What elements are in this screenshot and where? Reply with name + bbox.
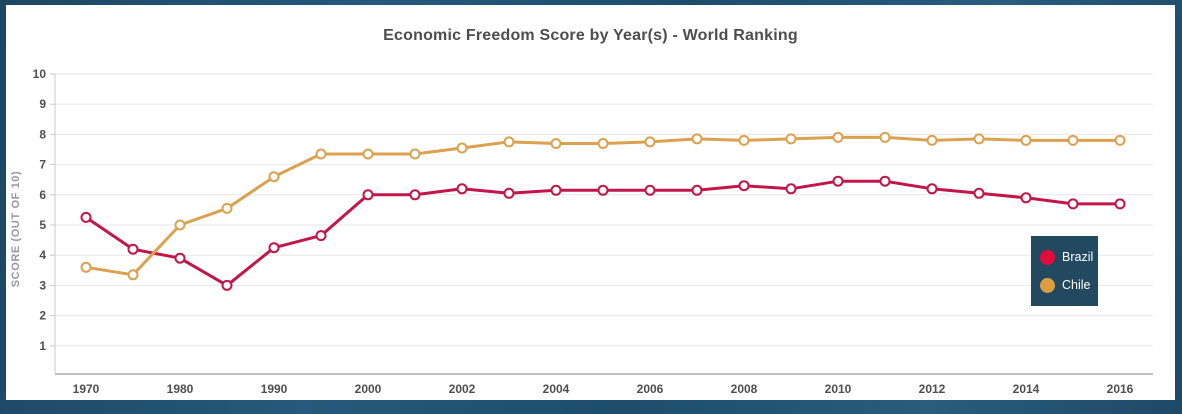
data-point-chile-1985[interactable] <box>221 202 233 214</box>
data-point-brazil-2007[interactable] <box>691 184 703 196</box>
data-point-chile-1970[interactable] <box>80 261 92 273</box>
data-point-chile-2016[interactable] <box>1114 134 1126 146</box>
y-tick-label: 2 <box>39 309 46 323</box>
x-tick-label: 2004 <box>543 382 570 396</box>
legend-dot-brazil <box>1040 249 1055 265</box>
data-point-chile-2002[interactable] <box>456 142 468 154</box>
data-point-chile-2008[interactable] <box>738 134 750 146</box>
data-point-chile-2004[interactable] <box>550 138 562 149</box>
chart-legend: Brazil Chile <box>1031 236 1098 306</box>
x-tick-label: 2000 <box>355 382 382 396</box>
data-point-brazil-1990[interactable] <box>268 242 280 254</box>
y-tick-label: 5 <box>39 218 46 232</box>
line-chart-canvas: 1 2 3 4 5 6 7 8 9 10 1970 1980 1990 2000 2002 2004 2006 2… <box>10 67 1153 396</box>
data-point-brazil-1970[interactable] <box>80 211 92 223</box>
data-point-brazil-2000[interactable] <box>362 189 374 201</box>
y-axis-title: SCORE (OUT OF 10) <box>10 171 22 288</box>
data-point-brazil-1995[interactable] <box>315 230 327 242</box>
y-tick-label: 10 <box>33 67 47 81</box>
data-point-chile-1980[interactable] <box>174 219 186 231</box>
y-tick-label: 3 <box>39 278 46 292</box>
series-line-chile <box>84 135 1122 277</box>
data-point-brazil-2010[interactable] <box>832 175 844 187</box>
data-point-brazil-1985[interactable] <box>221 279 233 291</box>
data-point-chile-2012[interactable] <box>926 134 938 146</box>
data-point-chile-1990[interactable] <box>268 171 280 183</box>
data-point-brazil-2016[interactable] <box>1114 198 1126 210</box>
y-tick-label: 7 <box>39 158 46 172</box>
data-point-chile-2005[interactable] <box>597 138 609 149</box>
data-point-chile-2001[interactable] <box>409 148 421 160</box>
data-point-brazil-2004[interactable] <box>550 184 562 196</box>
y-tick-label: 1 <box>39 339 46 353</box>
data-point-brazil-2002[interactable] <box>456 183 468 195</box>
x-tick-label: 2016 <box>1107 382 1134 396</box>
legend-label: Chile <box>1062 277 1091 292</box>
data-point-brazil-2001[interactable] <box>409 189 421 201</box>
data-point-brazil-2013[interactable] <box>973 187 985 199</box>
data-point-brazil-2015[interactable] <box>1067 198 1079 210</box>
y-tick-label: 6 <box>39 188 46 202</box>
y-tick-label: 8 <box>39 127 46 141</box>
data-point-chile-2003[interactable] <box>503 136 515 148</box>
legend-item-chile[interactable]: Chile <box>1040 277 1098 293</box>
x-tick-label: 1990 <box>261 382 288 396</box>
data-point-brazil-2011[interactable] <box>879 175 891 187</box>
data-point-chile-2015[interactable] <box>1067 134 1079 146</box>
data-point-brazil-2003[interactable] <box>503 187 515 199</box>
y-tick-label: 9 <box>39 97 46 111</box>
data-point-brazil-2006[interactable] <box>644 184 656 196</box>
data-point-brazil-1975[interactable] <box>127 243 139 255</box>
legend-dot-chile <box>1040 277 1055 293</box>
data-point-chile-1995[interactable] <box>315 148 327 160</box>
x-tick-label: 2012 <box>919 382 946 396</box>
data-point-chile-2013[interactable] <box>973 133 985 145</box>
data-point-chile-2014[interactable] <box>1020 134 1032 146</box>
data-point-brazil-2005[interactable] <box>597 184 609 196</box>
data-point-brazil-2008[interactable] <box>738 180 750 192</box>
x-tick-label: 2006 <box>637 382 664 396</box>
data-point-chile-2009[interactable] <box>785 133 797 145</box>
data-point-chile-2000[interactable] <box>362 148 374 160</box>
x-tick-label: 2008 <box>731 382 758 396</box>
data-point-brazil-2009[interactable] <box>785 183 797 195</box>
data-point-brazil-2014[interactable] <box>1020 192 1032 204</box>
data-point-chile-2007[interactable] <box>691 133 703 145</box>
data-point-chile-1975[interactable] <box>127 269 139 281</box>
chart-title: Economic Freedom Score by Year(s) - Worl… <box>383 27 798 44</box>
x-tick-label: 1970 <box>73 382 100 396</box>
data-point-chile-2011[interactable] <box>879 131 891 143</box>
legend-item-brazil[interactable]: Brazil <box>1040 249 1098 265</box>
data-point-brazil-1980[interactable] <box>174 252 186 264</box>
x-tick-label: 2002 <box>449 382 476 396</box>
x-tick-label: 2014 <box>1013 382 1040 396</box>
x-tick-label: 1980 <box>167 382 194 396</box>
series-line-brazil <box>84 179 1122 287</box>
data-point-chile-2010[interactable] <box>832 131 844 143</box>
y-tick-label: 4 <box>39 248 46 262</box>
data-point-brazil-2012[interactable] <box>926 183 938 195</box>
data-point-chile-2006[interactable] <box>644 136 656 148</box>
chart-panel: Economic Freedom Score by Year(s) - Worl… <box>6 5 1175 400</box>
x-tick-label: 2010 <box>825 382 852 396</box>
legend-label: Brazil <box>1062 249 1094 264</box>
